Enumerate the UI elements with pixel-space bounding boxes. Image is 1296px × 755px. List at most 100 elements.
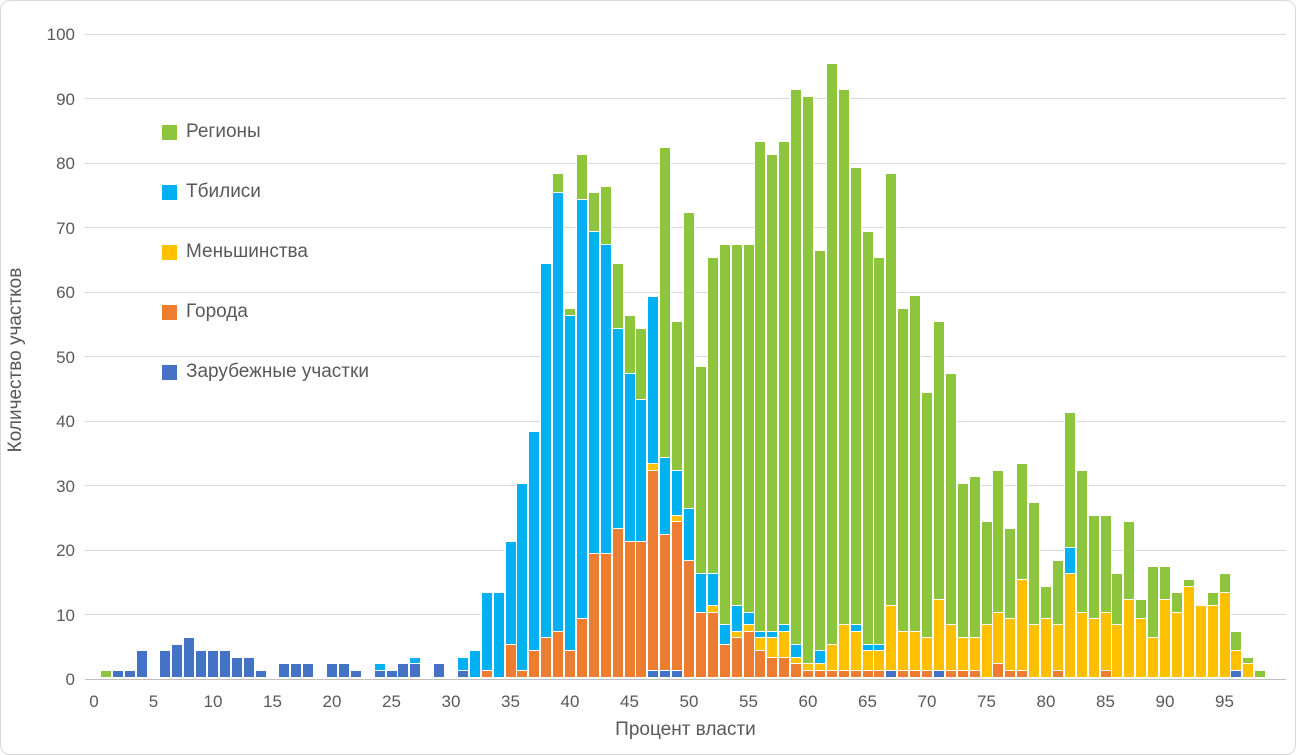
bar-segment-tbilisi[interactable]: [553, 193, 564, 632]
bar-x13[interactable]: [243, 657, 254, 677]
bar-segment-foreign[interactable]: [112, 670, 123, 677]
bar-segment-regions[interactable]: [707, 257, 718, 574]
bar-x93[interactable]: [1195, 606, 1206, 677]
bar-x85[interactable]: [1100, 515, 1111, 677]
bar-x67[interactable]: [886, 173, 897, 677]
bar-segment-minorities[interactable]: [743, 625, 754, 632]
bar-x56[interactable]: [755, 141, 766, 677]
bar-segment-cities[interactable]: [791, 664, 802, 677]
bar-segment-minorities[interactable]: [993, 612, 1004, 665]
bar-x16[interactable]: [279, 664, 290, 677]
bar-x77[interactable]: [1005, 528, 1016, 677]
bar-x52[interactable]: [707, 257, 718, 677]
bar-segment-foreign[interactable]: [648, 670, 659, 677]
bar-segment-minorities[interactable]: [1088, 618, 1099, 677]
bar-x80[interactable]: [1041, 586, 1051, 677]
bar-x71[interactable]: [933, 322, 944, 677]
bar-x21[interactable]: [338, 664, 349, 677]
bar-x48[interactable]: [660, 148, 671, 677]
bar-segment-cities[interactable]: [814, 670, 825, 677]
bar-segment-cities[interactable]: [684, 560, 694, 677]
bar-segment-tbilisi[interactable]: [505, 541, 516, 645]
bar-segment-regions[interactable]: [100, 670, 111, 677]
bar-segment-tbilisi[interactable]: [731, 606, 742, 632]
bar-segment-minorities[interactable]: [803, 664, 813, 671]
bar-x96[interactable]: [1231, 631, 1242, 677]
bar-x42[interactable]: [588, 193, 599, 677]
bar-segment-minorities[interactable]: [648, 464, 659, 471]
bar-segment-cities[interactable]: [779, 657, 790, 677]
bar-segment-cities[interactable]: [517, 670, 528, 677]
bar-segment-regions[interactable]: [826, 64, 837, 645]
bar-segment-minorities[interactable]: [981, 625, 992, 677]
bar-segment-regions[interactable]: [874, 257, 885, 645]
bar-segment-minorities[interactable]: [1017, 580, 1028, 671]
bar-segment-tbilisi[interactable]: [493, 593, 504, 677]
bar-segment-regions[interactable]: [1088, 515, 1099, 619]
bar-segment-foreign[interactable]: [933, 670, 944, 677]
bar-x62[interactable]: [826, 64, 837, 677]
bar-segment-minorities[interactable]: [969, 638, 980, 671]
bar-segment-minorities[interactable]: [1171, 612, 1182, 677]
bar-segment-foreign[interactable]: [327, 664, 337, 677]
bar-x47[interactable]: [648, 296, 659, 677]
bar-segment-cities[interactable]: [850, 670, 861, 677]
bar-x92[interactable]: [1183, 580, 1194, 677]
bar-segment-regions[interactable]: [660, 148, 671, 458]
bar-segment-cities[interactable]: [755, 651, 766, 677]
bar-segment-regions[interactable]: [1171, 593, 1182, 613]
bar-segment-foreign[interactable]: [374, 670, 385, 677]
bar-segment-foreign[interactable]: [672, 670, 683, 677]
bar-x51[interactable]: [695, 367, 706, 677]
bar-x78[interactable]: [1017, 464, 1028, 677]
bar-x53[interactable]: [719, 244, 730, 677]
bar-segment-regions[interactable]: [850, 167, 861, 626]
bar-segment-regions[interactable]: [791, 90, 802, 645]
bar-segment-tbilisi[interactable]: [1064, 548, 1075, 574]
bar-segment-regions[interactable]: [1064, 412, 1075, 549]
bar-segment-foreign[interactable]: [338, 664, 349, 677]
bar-x32[interactable]: [469, 651, 480, 677]
bar-segment-regions[interactable]: [1136, 599, 1147, 619]
bar-x34[interactable]: [493, 593, 504, 677]
bar-segment-regions[interactable]: [1017, 464, 1028, 581]
bar-segment-regions[interactable]: [993, 470, 1004, 613]
bar-segment-tbilisi[interactable]: [624, 373, 635, 542]
bar-segment-cities[interactable]: [1100, 670, 1111, 677]
bar-segment-cities[interactable]: [743, 631, 754, 677]
bar-x68[interactable]: [898, 309, 909, 677]
bar-segment-foreign[interactable]: [410, 664, 421, 677]
bar-segment-regions[interactable]: [862, 231, 873, 645]
bar-x70[interactable]: [922, 393, 932, 677]
bar-x24[interactable]: [374, 664, 385, 677]
bar-segment-minorities[interactable]: [1041, 618, 1051, 677]
bar-segment-minorities[interactable]: [933, 599, 944, 671]
bar-segment-regions[interactable]: [898, 309, 909, 632]
bar-x4[interactable]: [136, 651, 147, 677]
bar-x39[interactable]: [553, 173, 564, 677]
bar-segment-regions[interactable]: [636, 328, 647, 400]
bar-segment-foreign[interactable]: [231, 657, 242, 677]
bar-segment-cities[interactable]: [565, 651, 575, 677]
bar-x35[interactable]: [505, 541, 516, 677]
bar-segment-cities[interactable]: [731, 638, 742, 677]
bar-segment-foreign[interactable]: [660, 670, 671, 677]
bar-x27[interactable]: [410, 657, 421, 677]
bar-x60[interactable]: [803, 96, 813, 677]
bar-segment-foreign[interactable]: [196, 651, 207, 677]
bar-segment-regions[interactable]: [1112, 573, 1123, 626]
bar-segment-regions[interactable]: [910, 296, 921, 632]
bar-x73[interactable]: [957, 483, 968, 677]
bar-segment-tbilisi[interactable]: [588, 231, 599, 555]
bar-segment-minorities[interactable]: [886, 606, 897, 671]
bar-x38[interactable]: [541, 264, 552, 677]
bar-segment-cities[interactable]: [541, 638, 552, 677]
bar-segment-regions[interactable]: [755, 141, 766, 632]
bar-x50[interactable]: [684, 212, 694, 677]
bar-x90[interactable]: [1160, 567, 1170, 677]
bar-segment-tbilisi[interactable]: [767, 631, 778, 639]
bar-segment-minorities[interactable]: [898, 631, 909, 671]
bar-segment-cities[interactable]: [636, 541, 647, 677]
bar-segment-regions[interactable]: [743, 244, 754, 613]
bar-segment-regions[interactable]: [838, 90, 849, 626]
